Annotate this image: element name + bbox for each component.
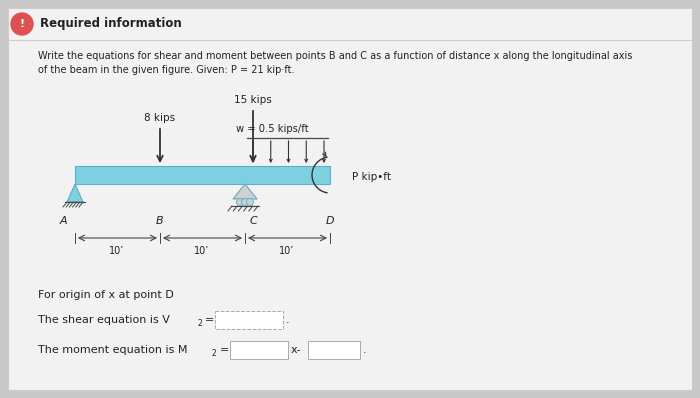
Text: of the beam in the given figure. Given: P = 21 kip·ft.: of the beam in the given figure. Given: …: [38, 65, 295, 75]
Text: For origin of x at point D: For origin of x at point D: [38, 290, 174, 300]
Text: .: .: [286, 315, 290, 325]
Text: !: !: [20, 19, 25, 29]
Text: A: A: [60, 216, 66, 226]
FancyBboxPatch shape: [8, 8, 692, 390]
Text: The moment equation is M: The moment equation is M: [38, 345, 188, 355]
Text: =: =: [205, 315, 214, 325]
Text: 10’: 10’: [109, 246, 125, 256]
Text: 10’: 10’: [279, 246, 295, 256]
Circle shape: [11, 13, 33, 35]
Polygon shape: [233, 184, 257, 199]
Bar: [215, 311, 283, 329]
Circle shape: [241, 199, 248, 205]
Text: w = 0.5 kips/ft: w = 0.5 kips/ft: [236, 124, 308, 134]
Text: .: .: [363, 345, 367, 355]
Bar: [308, 341, 360, 359]
Bar: [75, 166, 330, 184]
Text: Required information: Required information: [40, 18, 182, 31]
Text: x-: x-: [291, 345, 302, 355]
Text: The shear equation is V: The shear equation is V: [38, 315, 170, 325]
Text: 8 kips: 8 kips: [144, 113, 176, 123]
Circle shape: [237, 199, 244, 205]
Text: D: D: [326, 216, 335, 226]
Text: 2: 2: [212, 349, 217, 357]
Text: B: B: [156, 216, 164, 226]
Circle shape: [246, 199, 253, 205]
Polygon shape: [67, 184, 83, 202]
Text: P kip•ft: P kip•ft: [352, 172, 391, 182]
Text: C: C: [249, 216, 257, 226]
Text: Write the equations for shear and moment between points B and C as a function of: Write the equations for shear and moment…: [38, 51, 632, 61]
Text: =: =: [220, 345, 230, 355]
Text: 2: 2: [197, 318, 202, 328]
Text: 15 kips: 15 kips: [234, 95, 272, 105]
Bar: [230, 341, 288, 359]
Text: 10’: 10’: [195, 246, 210, 256]
